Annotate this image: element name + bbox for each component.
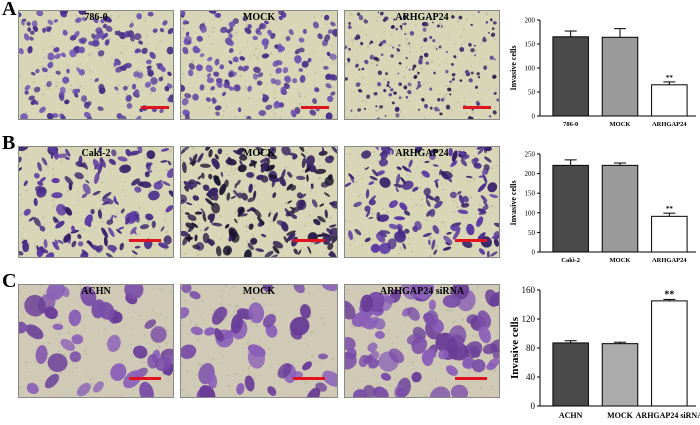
y-tick-label: 150 [525, 40, 536, 48]
micrograph-c2: MOCK [180, 284, 338, 398]
significance-label: ** [664, 289, 674, 300]
scale-bar [293, 377, 325, 380]
micrograph-texture [19, 147, 173, 257]
micrograph-texture [345, 11, 499, 119]
bar [552, 36, 589, 117]
micrograph-label: ARHGAP24 [395, 12, 449, 23]
chart-svg: 0 50 100 150 200 250 Invasive cells Caki-2 MOCK *… [509, 150, 696, 264]
micrograph-label: 786-0 [84, 12, 108, 23]
y-tick-label: 200 [525, 16, 536, 24]
bar [601, 343, 639, 407]
micrograph-b2: MOCK [180, 146, 338, 258]
scale-bar [129, 239, 161, 242]
micrograph-texture [19, 285, 173, 397]
micrograph-c3: ARHGAP24 siRNA [344, 284, 500, 398]
scale-bar [455, 239, 487, 242]
y-tick-label: 250 [525, 150, 536, 158]
bar [601, 164, 639, 253]
y-tick-label: 150 [525, 190, 536, 198]
panel-letter-c: C [2, 270, 17, 292]
y-tick-label: 0 [531, 401, 536, 411]
micrograph-label: MOCK [242, 286, 276, 297]
x-tick-label: 786-0 [563, 121, 578, 128]
x-tick-label: ARHGAP24 [652, 257, 687, 264]
y-tick-label: 40 [526, 372, 536, 382]
chart-svg: 0 40 80 120 160 Invasive cells ACHN MOCK ** ARHGA… [509, 285, 700, 420]
y-axis-label: Invasive cells [509, 316, 521, 379]
bar-chart-b: 0 50 100 150 200 250 Invasive cells Caki-2 MOCK *… [506, 146, 700, 268]
scale-bar [293, 239, 325, 242]
micrograph-a1: 786-0 [18, 10, 174, 120]
y-tick-label: 200 [525, 170, 536, 178]
micrograph-b1: Caki-2 [18, 146, 174, 258]
micrograph-texture [345, 147, 499, 257]
x-tick-label: MOCK [607, 411, 634, 420]
micrograph-b3: ARHGAP24 [344, 146, 500, 258]
bar-chart-c: 0 40 80 120 160 Invasive cells ACHN MOCK ** ARHGA… [506, 282, 700, 422]
scale-bar [463, 106, 491, 109]
bar [651, 84, 688, 117]
micrograph-texture [181, 285, 337, 397]
micrograph-label: Caki-2 [81, 148, 111, 159]
y-tick-label: 100 [525, 209, 536, 217]
bar [552, 164, 589, 253]
y-tick-label: 50 [528, 88, 536, 96]
bar [601, 36, 639, 117]
y-tick-label: 100 [525, 64, 536, 72]
panel-letter-a: A [2, 0, 17, 20]
micrograph-label: ACHN [81, 286, 111, 297]
x-tick-label: ACHN [559, 411, 583, 420]
micrograph-a3: ARHGAP24 [344, 10, 500, 120]
micrograph-label: MOCK [242, 148, 276, 159]
x-tick-label: Caki-2 [561, 257, 580, 264]
y-tick-label: 50 [528, 229, 536, 237]
scale-bar [129, 377, 161, 380]
x-tick-label: ARHGAP24 siRNA [636, 411, 700, 420]
scale-bar [301, 106, 329, 109]
micrograph-texture [181, 11, 337, 119]
y-axis-label: Invasive cells [509, 45, 518, 90]
micrograph-label: MOCK [242, 12, 276, 23]
x-tick-label: ARHGAP24 [652, 121, 687, 128]
y-tick-label: 80 [526, 343, 536, 353]
y-tick-label: 160 [522, 285, 536, 295]
y-tick-label: 0 [532, 112, 536, 120]
micrograph-texture [19, 11, 173, 119]
micrograph-texture [345, 285, 499, 397]
micrograph-label: ARHGAP24 [395, 148, 449, 159]
micrograph-c1: ACHN [18, 284, 174, 398]
scale-bar [455, 377, 487, 380]
bar [651, 215, 688, 253]
bar [651, 300, 688, 407]
chart-svg: 0 50 100 150 200 Invasive cells 786-0 MOCK ** ARH… [509, 16, 696, 128]
micrograph-a2: MOCK [180, 10, 338, 120]
scale-bar [141, 106, 169, 109]
y-axis-label: Invasive cells [509, 180, 518, 225]
micrograph-label: ARHGAP24 siRNA [379, 286, 465, 297]
significance-label: ** [666, 74, 674, 82]
panel-letter-b: B [2, 132, 16, 154]
x-tick-label: MOCK [610, 257, 631, 264]
x-tick-label: MOCK [610, 121, 631, 128]
significance-label: ** [666, 205, 674, 213]
y-tick-label: 0 [532, 248, 536, 256]
bar-chart-a: 0 50 100 150 200 Invasive cells 786-0 MOCK ** ARH… [506, 12, 700, 132]
bar [552, 342, 589, 407]
micrograph-texture [181, 147, 337, 257]
y-tick-label: 120 [522, 314, 536, 324]
